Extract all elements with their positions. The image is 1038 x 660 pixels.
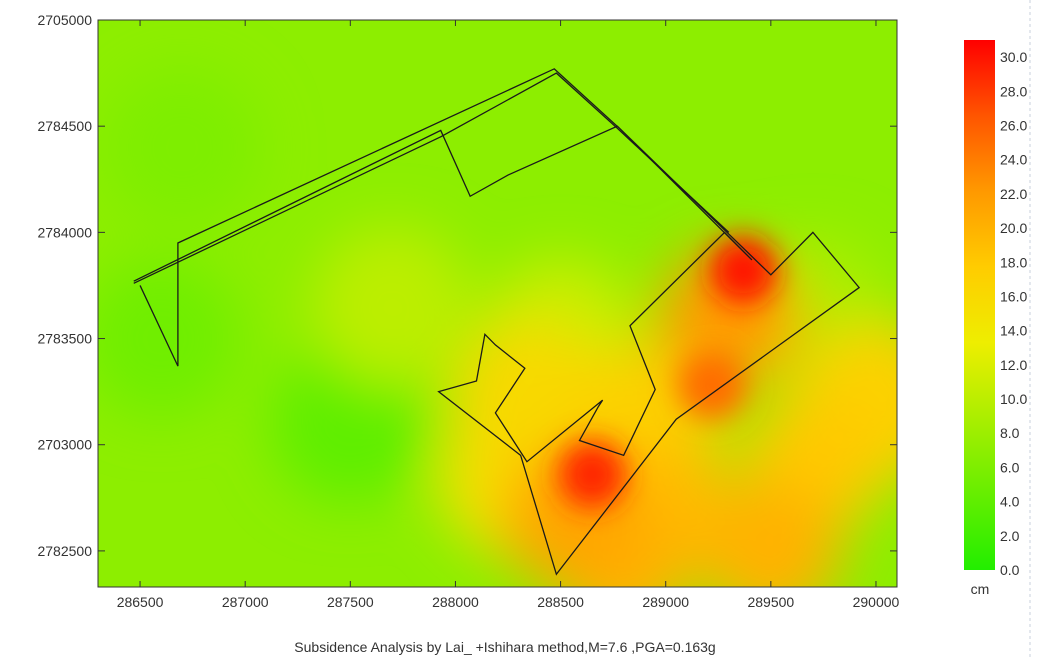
colorbar-tick-label: 8.0 [1000, 425, 1020, 441]
colorbar-ticks: 0.0 2.0 4.0 6.0 8.0 10.0 12.0 14.0 16.0 18.0 20.0 2… [1000, 49, 1027, 578]
colorbar-tick-label: 16.0 [1000, 288, 1027, 304]
plot-frame [97, 19, 898, 588]
x-tick-label: 290000 [853, 594, 900, 610]
x-tick-label: 288000 [432, 594, 479, 610]
chart-caption: Subsidence Analysis by Lai_ +Ishihara me… [294, 639, 715, 655]
x-tick-label: 288500 [537, 594, 584, 610]
y-tick-label: 2782500 [37, 543, 92, 559]
colorbar-tick-label: 14.0 [1000, 323, 1027, 339]
x-tick-label: 289500 [747, 594, 794, 610]
y-tick-label: 2703000 [37, 437, 92, 453]
colorbar-tick-label: 30.0 [1000, 49, 1027, 65]
site-boundaries [133, 68, 861, 576]
x-tick-label: 289000 [642, 594, 689, 610]
colorbar-tick-label: 4.0 [1000, 494, 1020, 510]
y-tick-label: 2783500 [37, 331, 92, 347]
colorbar-tick-label: 24.0 [1000, 152, 1027, 168]
heat-spot [558, 440, 627, 509]
colorbar-tick-label: 10.0 [1000, 391, 1027, 407]
y-tick-label: 2784000 [37, 224, 92, 240]
x-tick-label: 287000 [222, 594, 269, 610]
boundary-line [133, 68, 861, 576]
heat-spot [102, 67, 263, 228]
heat-spot [700, 480, 841, 587]
x-axis: 286500 287000 287500 288000 288500 289000 2895… [117, 20, 900, 610]
colorbar: 0.0 2.0 4.0 6.0 8.0 10.0 12.0 14.0 16.0 18.0 20.0 2… [964, 40, 1027, 597]
heat-spot [709, 236, 778, 305]
plot-area [97, 19, 898, 588]
colorbar-tick-label: 6.0 [1000, 459, 1020, 475]
colorbar-gradient [964, 40, 995, 570]
colorbar-tick-label: 18.0 [1000, 254, 1027, 270]
colorbar-tick-label: 22.0 [1000, 186, 1027, 202]
heat-spot [677, 351, 746, 420]
heat-spot [312, 226, 473, 387]
colorbar-unit: cm [971, 581, 990, 597]
y-tick-label: 2784500 [37, 118, 92, 134]
colorbar-tick-label: 28.0 [1000, 83, 1027, 99]
colorbar-tick-label: 20.0 [1000, 220, 1027, 236]
colorbar-tick-label: 12.0 [1000, 357, 1027, 373]
colorbar-tick-label: 0.0 [1000, 562, 1020, 578]
heat-spot [98, 258, 242, 419]
colorbar-tick-label: 26.0 [1000, 117, 1027, 133]
y-axis: 2782500 2703000 2783500 2784000 2784500 27050… [37, 12, 897, 559]
colorbar-tick-label: 2.0 [1000, 528, 1020, 544]
y-tick-label: 2705000 [37, 12, 92, 28]
boundary-line [133, 72, 730, 284]
x-tick-label: 287500 [327, 594, 374, 610]
x-tick-label: 286500 [117, 594, 164, 610]
